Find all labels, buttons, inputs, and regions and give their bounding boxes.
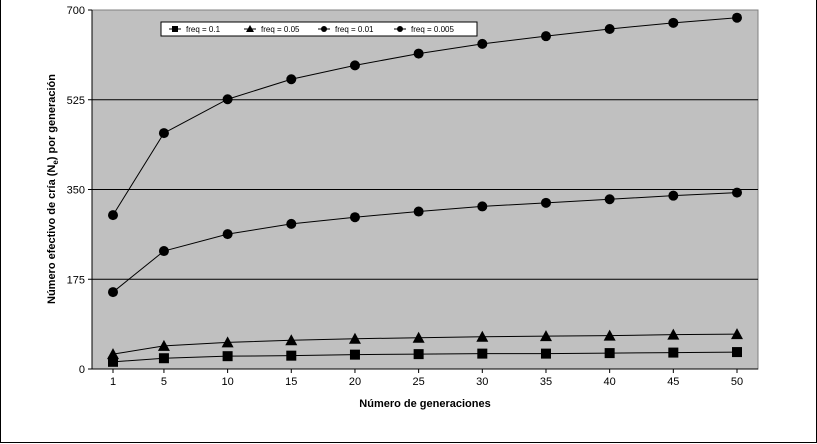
legend: freq = 0.1 freq = 0.05 freq = 0.01 freq = 0… <box>160 21 478 37</box>
series-3-point-4 <box>349 60 360 71</box>
series-3-point-2 <box>222 94 233 105</box>
x-tick-label-4: 20 <box>349 376 361 388</box>
series-3-point-0 <box>108 210 118 221</box>
series-0-point-2 <box>222 351 233 362</box>
series-2-point-9 <box>668 190 679 201</box>
series-2-point-4 <box>349 212 360 223</box>
series-1-point-6 <box>476 330 489 342</box>
x-tick-label-9: 45 <box>667 376 679 388</box>
series-2-point-0 <box>108 287 118 298</box>
y-axis-title: Número efectivo de cría (Ne) por generac… <box>46 74 60 304</box>
series-lines <box>107 12 743 367</box>
series-3-point-1 <box>158 128 169 139</box>
x-tick-label-10: 50 <box>731 376 743 388</box>
series-1-point-9 <box>667 328 680 340</box>
y-tick-label-2: 350 <box>67 185 85 197</box>
y-tick-label-4: 700 <box>67 5 85 17</box>
series-2-point-10 <box>732 187 742 198</box>
x-tick-label-3: 15 <box>285 376 297 388</box>
series-0-point-7 <box>540 348 551 359</box>
series-1-point-5 <box>412 331 425 343</box>
series-0-point-4 <box>349 349 360 360</box>
series-2-point-3 <box>286 218 297 229</box>
series-3-point-7 <box>540 31 551 42</box>
legend-label-2: freq = 0.01 <box>335 25 374 34</box>
series-3-point-5 <box>413 48 424 59</box>
y-tick-label-3: 525 <box>67 95 85 107</box>
x-tick-label-1: 5 <box>161 376 167 388</box>
series-3-point-9 <box>668 17 679 28</box>
series-1-point-1 <box>157 339 170 351</box>
series-3-point-8 <box>604 23 615 34</box>
series-0-point-10 <box>732 347 742 358</box>
x-tick-label-6: 30 <box>476 376 488 388</box>
x-tick-labels: 1 5 10 15 20 25 30 35 40 45 50 <box>110 369 743 388</box>
x-axis-title: Número de generaciones <box>359 398 490 410</box>
series-0-point-1 <box>158 353 169 364</box>
series-2-point-1 <box>158 246 169 257</box>
series-3-point-10 <box>732 12 742 23</box>
legend-marker-0 <box>172 26 178 32</box>
series-0-point-3 <box>286 350 297 361</box>
series-1 <box>107 328 743 360</box>
legend-marker-3 <box>397 26 403 32</box>
series-1-point-7 <box>539 330 552 342</box>
y-axis-title-subscript: e <box>51 160 60 165</box>
series-3 <box>108 12 742 221</box>
series-3-point-6 <box>477 38 488 49</box>
series-3-point-3 <box>286 74 297 85</box>
series-0-point-5 <box>413 349 424 360</box>
series-0 <box>108 347 742 367</box>
series-2-point-2 <box>222 229 233 240</box>
legend-label-1: freq = 0.05 <box>261 25 300 34</box>
legend-marker-1 <box>246 25 254 32</box>
y-tick-label-0: 0 <box>79 364 85 376</box>
x-tick-label-5: 25 <box>413 376 425 388</box>
series-2-point-5 <box>413 206 424 217</box>
series-1-point-0 <box>107 348 119 360</box>
series-2-point-7 <box>540 197 551 208</box>
y-tick-labels: 0 175 350 525 700 <box>67 5 92 376</box>
y-axis-title-prefix: Número efectivo de cría (N <box>46 165 58 304</box>
x-tick-label-0: 1 <box>110 376 116 388</box>
y-axis-title-suffix: ) por generación <box>46 74 58 160</box>
x-tick-label-2: 10 <box>221 376 233 388</box>
x-tick-label-8: 40 <box>604 376 616 388</box>
series-0-point-0 <box>108 356 118 367</box>
series-1-point-8 <box>603 329 616 341</box>
legend-label-3: freq = 0.005 <box>411 25 454 34</box>
series-1-point-10 <box>731 328 743 340</box>
gridlines <box>92 99 758 280</box>
y-tick-label-1: 175 <box>67 274 85 286</box>
legend-label-0: freq = 0.1 <box>186 25 221 34</box>
x-tick-label-7: 35 <box>540 376 552 388</box>
series-2-point-8 <box>604 194 615 205</box>
series-0-point-8 <box>604 348 615 359</box>
series-2-point-6 <box>477 201 488 212</box>
series-1-point-4 <box>348 332 361 344</box>
series-1-point-2 <box>221 336 234 348</box>
series-0-point-9 <box>668 347 679 358</box>
legend-marker-2 <box>321 26 327 32</box>
series-0-point-6 <box>477 348 488 359</box>
series-1-point-3 <box>285 334 298 346</box>
series-2 <box>108 187 742 298</box>
